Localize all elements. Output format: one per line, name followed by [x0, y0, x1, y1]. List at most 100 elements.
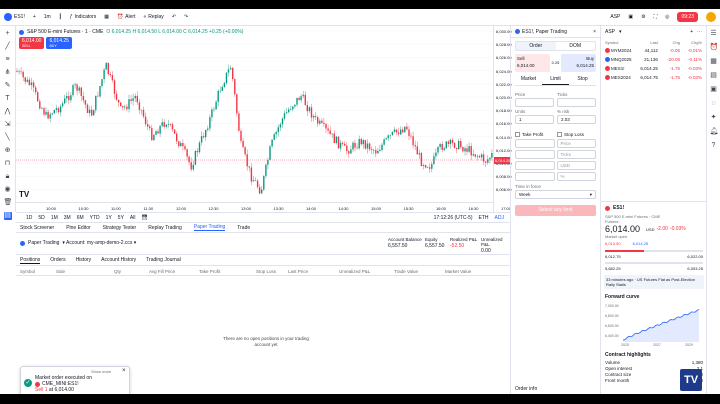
fib-icon[interactable]: ⋔	[4, 69, 11, 76]
col-side[interactable]: Side	[56, 269, 66, 274]
range-ytd[interactable]: YTD	[89, 214, 100, 221]
add-symbol-button[interactable]: +	[32, 14, 36, 20]
buy-side-button[interactable]: Buy 6,014.25	[561, 54, 597, 72]
lock-icon[interactable]: 🔒︎	[5, 173, 10, 180]
alert-button[interactable]: ⏰ Alert	[117, 14, 136, 20]
undo-icon[interactable]: ↶	[171, 14, 177, 20]
range-1d[interactable]: 1D	[26, 214, 33, 221]
tp-field[interactable]	[515, 150, 555, 159]
detail-symbol[interactable]: ES1!	[613, 205, 625, 211]
stop-tab[interactable]: Stop	[577, 76, 588, 82]
trash-icon[interactable]: 🗑︎	[3, 199, 13, 206]
col-chg[interactable]: Chg	[672, 39, 680, 45]
tab-strategy-tester[interactable]: Strategy Tester	[102, 224, 137, 231]
col-last-price[interactable]: Last Price	[288, 269, 309, 274]
sl-price-field[interactable]: Price	[556, 139, 596, 148]
tab-replay-trading[interactable]: Replay Trading	[148, 224, 182, 231]
col-qty[interactable]: Qty	[114, 269, 122, 274]
sl-pct-field[interactable]: %	[556, 172, 596, 181]
col-stop-loss[interactable]: Stop Loss	[256, 269, 277, 274]
show-more-button[interactable]: Show more	[91, 369, 112, 374]
ideas-icon[interactable]: ✦	[710, 114, 717, 121]
price-input[interactable]	[515, 98, 554, 107]
ruler-icon[interactable]: ╲	[5, 134, 10, 141]
tp-field[interactable]	[515, 139, 555, 148]
close-icon[interactable]: ×	[122, 368, 126, 374]
fullscreen-icon[interactable]: ⛶	[653, 14, 658, 20]
range-6m[interactable]: 6M	[76, 214, 84, 221]
camera-icon[interactable]: ◎	[665, 14, 670, 20]
time-axis[interactable]: 10:00 10:30 11:00 11:30 12:00 12:30 13:00 13:30…	[16, 202, 511, 212]
measure-icon[interactable]: ⇲	[4, 121, 11, 128]
notifications-icon[interactable]: 🔔︎	[709, 128, 719, 135]
order-info[interactable]: Order info	[515, 386, 538, 392]
order-toast[interactable]: ✓ Show more × Market order executed on C…	[20, 366, 130, 394]
text-icon[interactable]: T	[5, 95, 10, 102]
watchlist-row[interactable]: MYM2024 44,112 -0.05 -0.01%	[601, 46, 706, 55]
brush-icon[interactable]: ✎	[4, 82, 11, 89]
trendline-icon[interactable]: ╱	[5, 43, 10, 50]
chart-buy-button[interactable]: 6,014.25 BUY	[46, 37, 72, 49]
tab-positions[interactable]: Positions	[20, 256, 41, 264]
horizontal-line-icon[interactable]: ≡	[5, 56, 10, 63]
tab-history[interactable]: History	[75, 257, 92, 263]
tab-trading-journal[interactable]: Trading Journal	[146, 257, 181, 263]
price-axis[interactable]: 6,030.00 6,028.00 6,026.00 6,024.00 6,022.00…	[493, 26, 512, 212]
watchlist-icon[interactable]: ☰	[710, 30, 717, 37]
col-unrealized-p-l[interactable]: Unrealized P&L	[339, 269, 371, 274]
magnet-icon[interactable]: ⊓	[4, 160, 11, 167]
tp-field[interactable]	[515, 172, 555, 181]
redo-icon[interactable]: ↷	[184, 14, 189, 20]
watchlist-title[interactable]: ASP	[605, 29, 616, 35]
indicators-button[interactable]: ƒ Indicators	[70, 14, 96, 20]
tab-trade[interactable]: Trade	[237, 224, 251, 231]
trade-time-pill[interactable]: 09:23	[677, 12, 698, 22]
pattern-icon[interactable]: ⋀	[4, 108, 11, 115]
range-5y[interactable]: 5Y	[117, 214, 124, 221]
tif-select[interactable]: Week ▾	[515, 190, 596, 199]
replay-button[interactable]: «Replay	[143, 14, 163, 20]
watchlist-row[interactable]: MES1! 6,014.25 -1.75 -0.03%	[601, 64, 706, 73]
risk-input[interactable]: 2.03	[557, 115, 596, 124]
sell-side-button[interactable]: Sell 6,014.00	[515, 54, 550, 72]
avatar[interactable]	[706, 12, 716, 22]
col-market-value[interactable]: Market Value	[445, 269, 472, 274]
col-symbol[interactable]: Symbol	[605, 39, 619, 45]
chat-icon[interactable]: ◌	[711, 100, 716, 107]
zoom-icon[interactable]: ⊕	[4, 147, 11, 154]
settings-icon[interactable]: ⚙	[641, 14, 646, 20]
add-icon[interactable]: +	[690, 29, 693, 35]
calendar-icon[interactable]: ▣	[710, 86, 717, 93]
stop-loss-toggle[interactable]: Stop Loss	[557, 132, 596, 137]
price-chart[interactable]: S&P 500 E-mini Futures · 1 · CME O 6,014…	[16, 26, 512, 212]
range-1y[interactable]: 1Y	[105, 214, 112, 221]
tab-orders[interactable]: Orders	[50, 257, 66, 263]
tab-pine-editor[interactable]: Pine Editor	[66, 224, 91, 231]
data-window-icon[interactable]: ▦	[710, 58, 717, 65]
tab-paper-trading[interactable]: Paper Trading	[193, 224, 226, 231]
col-trade-value[interactable]: Trade Value	[394, 269, 419, 274]
range-3m[interactable]: 3M	[63, 214, 71, 221]
market-tab[interactable]: Market	[520, 76, 537, 82]
tab-stock-screener[interactable]: Stock Screener	[20, 224, 55, 231]
range-1m[interactable]: 1M	[50, 214, 58, 221]
date-range-icon[interactable]: 📅︎	[141, 214, 148, 221]
account-selector[interactable]: Account: my-amp-demo-2.ccs ▾	[66, 240, 137, 246]
help-icon[interactable]: ?	[711, 142, 716, 149]
col-last[interactable]: Last	[650, 39, 658, 45]
watchlist-row[interactable]: MES2024 6,014.75 -1.75 -0.03%	[601, 73, 706, 82]
broker-selector[interactable]: Paper Trading ▾	[20, 240, 65, 246]
session-button[interactable]: ETH	[478, 214, 489, 221]
templates-icon[interactable]: ▦	[104, 14, 109, 20]
bar-style-icon[interactable]: ┃	[58, 14, 62, 20]
grid-layout-icon[interactable]: ▣	[628, 14, 634, 20]
tab-account-history[interactable]: Account History	[101, 257, 137, 263]
dom-tab[interactable]: DOM	[569, 43, 582, 49]
range-5d[interactable]: 5D	[38, 214, 45, 221]
chevron-down-icon[interactable]: ▾	[619, 29, 622, 35]
eye-icon[interactable]: ◉	[4, 186, 11, 193]
interval-button[interactable]: 1m	[43, 14, 51, 20]
sl-usd-field[interactable]: USD	[556, 161, 596, 170]
close-icon[interactable]: ×	[593, 28, 596, 35]
ticks-input[interactable]	[557, 98, 596, 107]
